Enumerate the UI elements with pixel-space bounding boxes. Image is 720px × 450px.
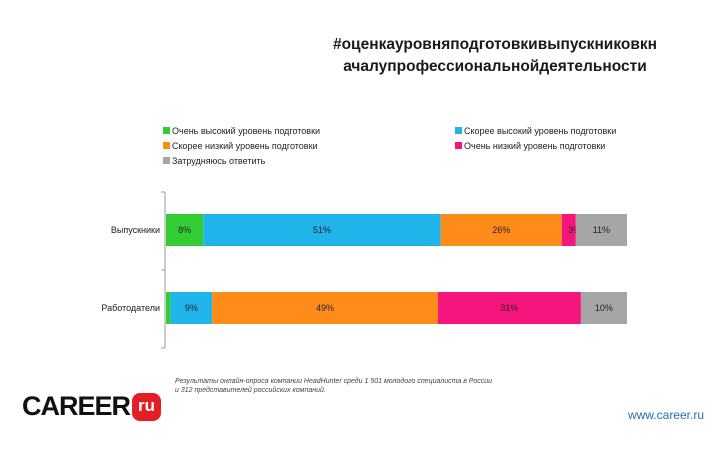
title-line-1: #оценкауровняподготовкивыпускниковкн [332, 36, 658, 53]
chart-legend: Очень высокий уровень подготовки Скорее в… [0, 0, 720, 180]
data-label: 8% [178, 225, 191, 235]
footnote-line-2: и 312 представителей российских компаний… [175, 387, 326, 394]
bar-segment [438, 292, 581, 324]
logo-badge: ru [132, 392, 162, 421]
data-label: 9% [185, 303, 198, 313]
data-label: 51% [313, 225, 331, 235]
legend-label: Скорее низкий уровень подготовки [172, 141, 318, 151]
legend-item: Скорее высокий уровень подготовки [455, 126, 616, 137]
bar-segment [580, 292, 627, 324]
footnote-line-1: Результаты онлайн-опроса компании HeadHu… [175, 378, 493, 385]
legend-label: Очень высокий уровень подготовки [172, 126, 321, 136]
title-line-2: ачалупрофессиональнойдеятельности [343, 58, 647, 75]
legend-item: Очень высокий уровень подготовки [163, 126, 320, 137]
legend-item: Очень низкий уровень подготовки [455, 141, 605, 152]
data-label: 3% [568, 225, 581, 235]
legend-swatch [163, 127, 170, 134]
bar-segment [212, 292, 438, 324]
legend-swatch [455, 142, 462, 149]
bar-segment [166, 292, 171, 324]
bar-segment [166, 214, 204, 246]
legend-swatch [455, 127, 462, 134]
bar-segment [170, 292, 213, 324]
data-label: 31% [500, 303, 518, 313]
data-label: 10% [595, 303, 613, 313]
chart-title: #оценкауровняподготовкивыпускниковкн ача… [285, 34, 705, 78]
legend-label: Очень низкий уровень подготовки [464, 141, 606, 151]
legend-label: Затрудняюсь ответить [172, 156, 266, 166]
legend-item: Затрудняюсь ответить [163, 156, 265, 167]
website-link[interactable]: www.career.ru [627, 408, 704, 422]
category-label: Выпускники [111, 225, 160, 235]
bar-segment [561, 214, 576, 246]
legend-item: Скорее низкий уровень подготовки [163, 141, 318, 152]
legend-swatch [163, 142, 170, 149]
career-ru-logo: CAREER ru [22, 391, 162, 422]
data-label: 11% [593, 225, 610, 235]
bar-segment [440, 214, 562, 246]
data-label: 26% [492, 225, 510, 235]
bar-segment [575, 214, 627, 246]
bar-segment [203, 214, 441, 246]
logo-text: CAREER [22, 391, 131, 421]
legend-label: Скорее высокий уровень подготовки [464, 126, 617, 136]
legend-swatch [163, 157, 170, 164]
footnote: Результаты онлайн-опроса компании HeadHu… [175, 377, 555, 395]
data-label: 49% [316, 303, 334, 313]
category-label: Работодатели [101, 303, 160, 313]
